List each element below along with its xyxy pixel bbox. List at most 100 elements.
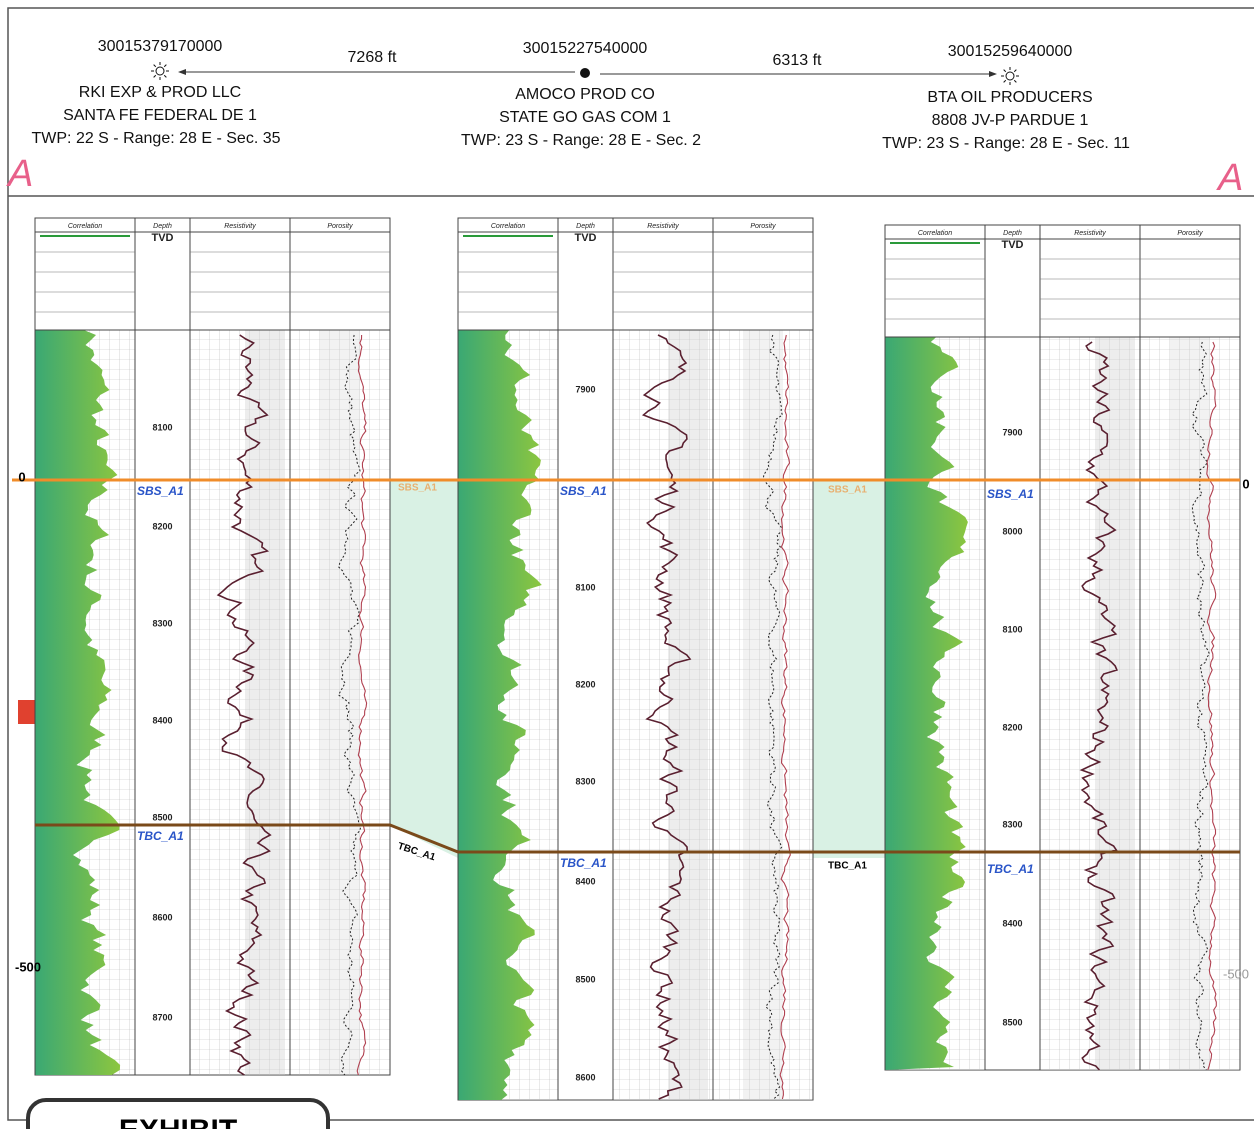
depth-label: 8200: [152, 521, 172, 531]
datum-label: -500: [15, 959, 41, 974]
tbc-line: [35, 823, 1240, 854]
well-log: Correlation Depth Resistivity Porosity TVD 79…: [457, 217, 814, 1101]
datum-label: 0: [18, 469, 25, 484]
porosity-curve: [337, 334, 362, 1076]
well-symbol-ray: [163, 64, 167, 68]
well-api: 30015227540000: [523, 40, 648, 57]
distance: 7268 ft: [348, 49, 397, 66]
depth-label: 8600: [152, 912, 172, 922]
depth-label: 7900: [1002, 427, 1022, 437]
depth-label: 8300: [152, 618, 172, 628]
section-label: A: [6, 153, 33, 195]
datum-label: -500: [1223, 966, 1249, 981]
gr-fill: [35, 330, 121, 1075]
marker-label: TBC_A1: [137, 829, 184, 843]
depth-type: TVD: [152, 232, 174, 244]
depth-type: TVD: [575, 232, 597, 244]
track-title: Porosity: [327, 223, 353, 230]
marker-label: TBC_A1: [560, 856, 607, 870]
shade: [743, 330, 783, 1100]
depth-label: 8000: [1002, 526, 1022, 536]
well-symbol-ray: [1003, 79, 1007, 83]
well-symbol-ray: [1013, 69, 1017, 73]
distance: 6313 ft: [773, 52, 822, 69]
depth-label: 8500: [575, 974, 595, 984]
marker-label: TBC_A1: [987, 862, 1034, 876]
depth-label: 8600: [575, 1072, 595, 1082]
shade: [1170, 337, 1210, 1070]
lease: 8808 JV-P PARDUE 1: [932, 112, 1089, 129]
track-title: Porosity: [750, 223, 776, 230]
density-curve: [356, 334, 368, 1076]
resistivity-curve: [641, 334, 692, 1100]
well-api: 30015379170000: [98, 38, 223, 55]
header: 7268 ft 6313 ft A A: [6, 49, 1243, 199]
track-title: Depth: [153, 223, 172, 230]
section-label: A: [1216, 157, 1243, 199]
depth-track: [984, 336, 1041, 1071]
location: TWP: 22 S - Range: 28 E - Sec. 35: [32, 130, 281, 147]
depth-label: 8400: [575, 876, 595, 886]
lease: STATE GO GAS COM 1: [499, 109, 671, 126]
depth-label: 8100: [575, 582, 595, 592]
well-symbol: [1005, 71, 1015, 81]
marker-between: SBS_A1: [828, 485, 867, 496]
operator: RKI EXP & PROD LLC: [79, 84, 241, 101]
gr-fill: [458, 330, 542, 1100]
marker-label: SBS_A1: [560, 484, 607, 498]
depth-track: [134, 329, 191, 1076]
depth-label: 8400: [152, 715, 172, 725]
track-title: Correlation: [491, 223, 525, 230]
well-symbol-ray: [153, 64, 157, 68]
resistivity-curve: [1079, 341, 1118, 1071]
depth-label: 8500: [1002, 1017, 1022, 1027]
marker-between: SBS_A1: [398, 483, 437, 494]
well-symbol: [155, 66, 165, 76]
well-log: Correlation Depth Resistivity Porosity TVD 81…: [34, 217, 391, 1076]
well-symbol-ray: [163, 74, 167, 78]
depth-label: 8400: [1002, 918, 1022, 928]
depth-label: 7900: [575, 384, 595, 394]
track-title: Porosity: [1177, 230, 1203, 237]
track-title: Resistivity: [1074, 230, 1106, 237]
density-curve: [779, 334, 791, 1100]
location: TWP: 23 S - Range: 28 E - Sec. 2: [461, 132, 701, 149]
frame: [7, 7, 1254, 1121]
shade: [1095, 337, 1135, 1070]
exhibit-box: EXHIBIT: [26, 1098, 330, 1129]
location: TWP: 23 S - Range: 28 E - Sec. 11: [882, 135, 1130, 152]
track-title: Depth: [576, 223, 595, 230]
exhibit: EXHIBIT: [119, 1114, 237, 1129]
well-symbol-ray: [1013, 79, 1017, 83]
well-symbol: [580, 68, 590, 78]
operator: BTA OIL PRODUCERS: [927, 89, 1092, 106]
depth-type: TVD: [1002, 239, 1024, 251]
shade: [245, 330, 285, 1075]
well-symbol-ray: [153, 74, 157, 78]
depth-label: 8300: [575, 776, 595, 786]
depth-label: 8100: [152, 422, 172, 432]
depth-label: 8300: [1002, 819, 1022, 829]
marker-label: SBS_A1: [137, 484, 184, 498]
resistivity-curve: [216, 334, 272, 1076]
operator: AMOCO PROD CO: [515, 86, 655, 103]
track-title: Resistivity: [647, 223, 679, 230]
shade: [320, 330, 360, 1075]
depth-label: 8700: [152, 1012, 172, 1022]
gr-fill: [885, 337, 968, 1070]
marker-between: TBC_A1: [828, 861, 867, 872]
track-title: Correlation: [68, 223, 102, 230]
datum-label: 0: [1242, 476, 1249, 491]
track-title: Depth: [1003, 230, 1022, 237]
track-title: Correlation: [918, 230, 952, 237]
depth-label: 8100: [1002, 624, 1022, 634]
well-symbol-ray: [1003, 69, 1007, 73]
depth-label: 8200: [1002, 722, 1022, 732]
density-curve: [1206, 341, 1217, 1071]
porosity-curve: [762, 334, 783, 1100]
marker-label: SBS_A1: [987, 487, 1034, 501]
track-title: Resistivity: [224, 223, 256, 230]
lease: SANTA FE FEDERAL DE 1: [63, 107, 257, 124]
depth-track: [557, 329, 614, 1101]
